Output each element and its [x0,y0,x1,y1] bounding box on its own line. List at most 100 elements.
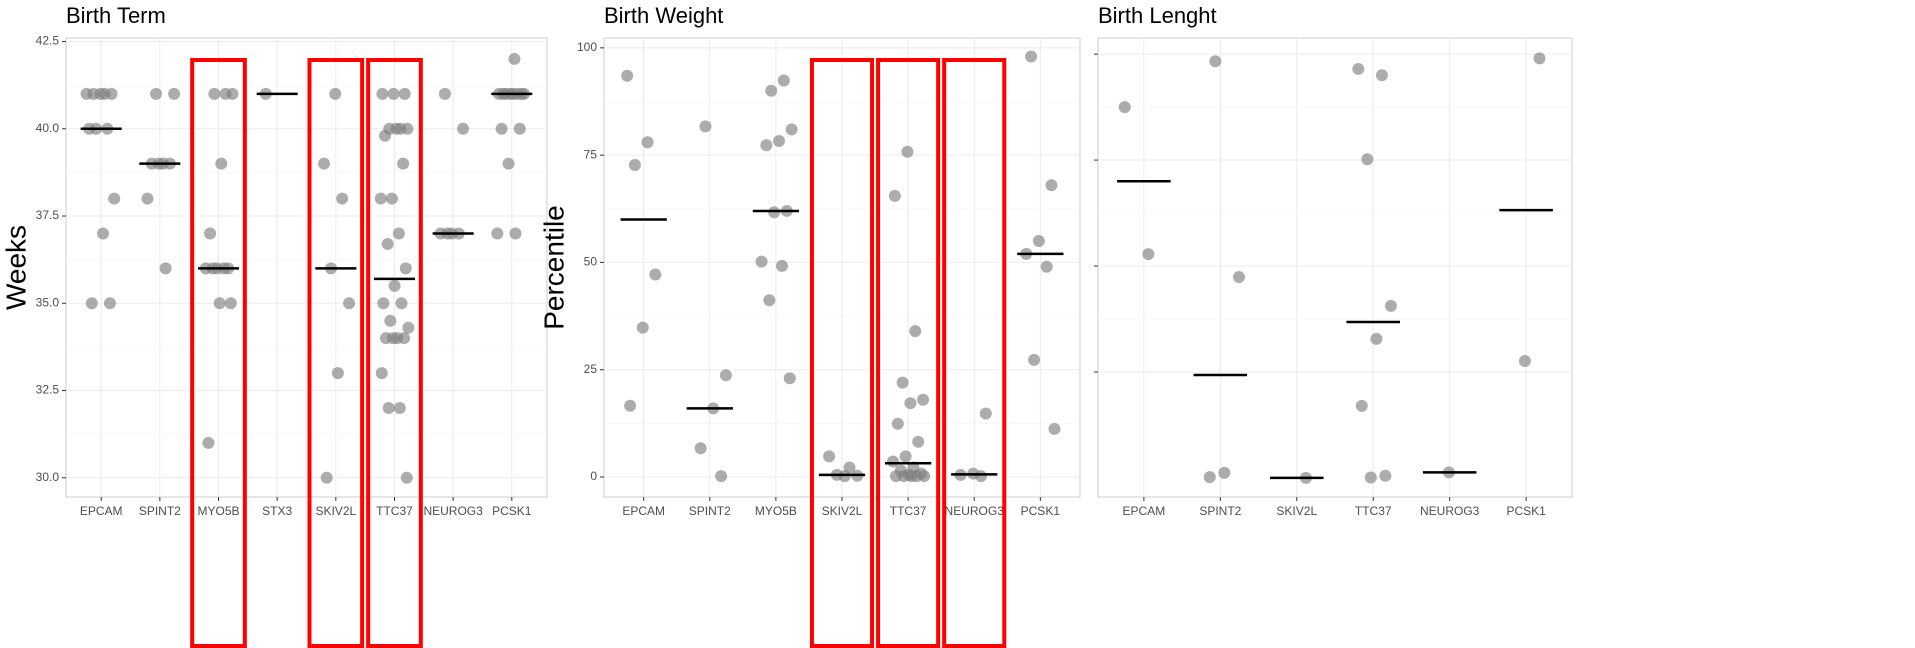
data-point [393,401,406,414]
data-point [457,122,470,135]
data-point [502,157,515,170]
x-tick-label: EPCAM [1123,504,1166,518]
data-point [103,297,116,310]
data-point [159,262,172,275]
data-point [399,262,412,275]
data-point [777,74,790,87]
x-tick-label: TTC37 [1355,504,1392,518]
data-point [886,455,899,468]
data-point [1118,101,1131,114]
y-tick-label: 75 [584,147,598,161]
data-point [905,470,918,483]
data-point [1361,153,1374,166]
data-point [381,237,394,250]
data-point [513,122,526,135]
data-point [208,87,221,100]
data-point [1048,422,1061,435]
x-tick-label: EPCAM [80,504,123,518]
data-point [904,397,917,410]
data-point [768,206,781,219]
data-point [641,136,654,149]
highlight-box [942,58,1007,648]
data-point [224,297,237,310]
data-point [97,227,110,240]
x-tick-label: SKIV2L [315,504,356,518]
data-point [382,401,395,414]
data-point [378,129,391,142]
x-tick-label: SKIV2L [822,504,863,518]
data-point [1352,62,1365,75]
x-tick-label: TTC37 [890,504,927,518]
data-point [901,145,914,158]
data-point [912,435,925,448]
y-axis-title: Weeks [0,225,31,310]
data-point [1232,271,1245,284]
data-point [979,407,992,420]
data-point [1203,471,1216,484]
data-point [636,321,649,334]
data-point [401,122,414,135]
data-point [343,297,356,310]
x-tick-label: STX3 [262,504,292,518]
x-tick-label: TTC37 [376,504,413,518]
x-tick-label: NEUROG3 [945,504,1005,518]
data-point [772,134,785,147]
data-point [649,268,662,281]
x-tick-label: PCSK1 [492,504,532,518]
data-point [974,470,987,483]
data-point [715,470,728,483]
data-point [624,399,637,412]
data-point [375,367,388,380]
data-point [763,294,776,307]
x-tick-label: SKIV2L [1276,504,1317,518]
data-point [508,52,521,65]
data-point [1370,332,1383,345]
data-point [331,367,344,380]
chart-title: Birth Term [66,3,166,28]
y-tick-label: 32.5 [36,383,60,397]
data-point [1028,353,1041,366]
data-point [1518,354,1531,367]
data-point [397,157,410,170]
data-point [1045,179,1058,192]
y-tick-label: 30.0 [36,470,60,484]
data-point [1384,299,1397,312]
data-point [1209,55,1222,68]
x-tick-label: PCSK1 [1506,504,1546,518]
data-point [402,321,415,334]
y-tick-label: 40.0 [36,121,60,135]
data-point [621,69,634,82]
data-point [384,314,397,327]
data-point [105,87,118,100]
data-point [215,157,228,170]
data-point [388,279,401,292]
data-point [385,192,398,205]
data-point [495,122,508,135]
data-point [392,227,405,240]
x-tick-label: NEUROG3 [1420,504,1480,518]
data-point [1025,50,1038,63]
data-point [400,471,413,484]
plot-panel [65,37,548,498]
x-tick-label: PCSK1 [1021,504,1061,518]
y-tick-label: 37.5 [36,208,60,222]
data-point [168,87,181,100]
data-point [1040,260,1053,273]
data-point [1218,466,1231,479]
data-point [377,297,390,310]
x-tick-label: MYO5B [755,504,797,518]
data-point [94,87,107,100]
data-point [386,332,399,345]
highlight-box [809,58,875,648]
data-point [336,192,349,205]
y-tick-label: 42.5 [36,34,60,48]
data-point [823,450,836,463]
data-point [204,227,217,240]
y-tick-label: 50 [584,255,598,269]
data-point [202,436,215,449]
y-axis-title: Percentile [538,205,569,330]
data-point [1364,471,1377,484]
highlight-box [307,58,365,648]
data-point [899,450,912,463]
